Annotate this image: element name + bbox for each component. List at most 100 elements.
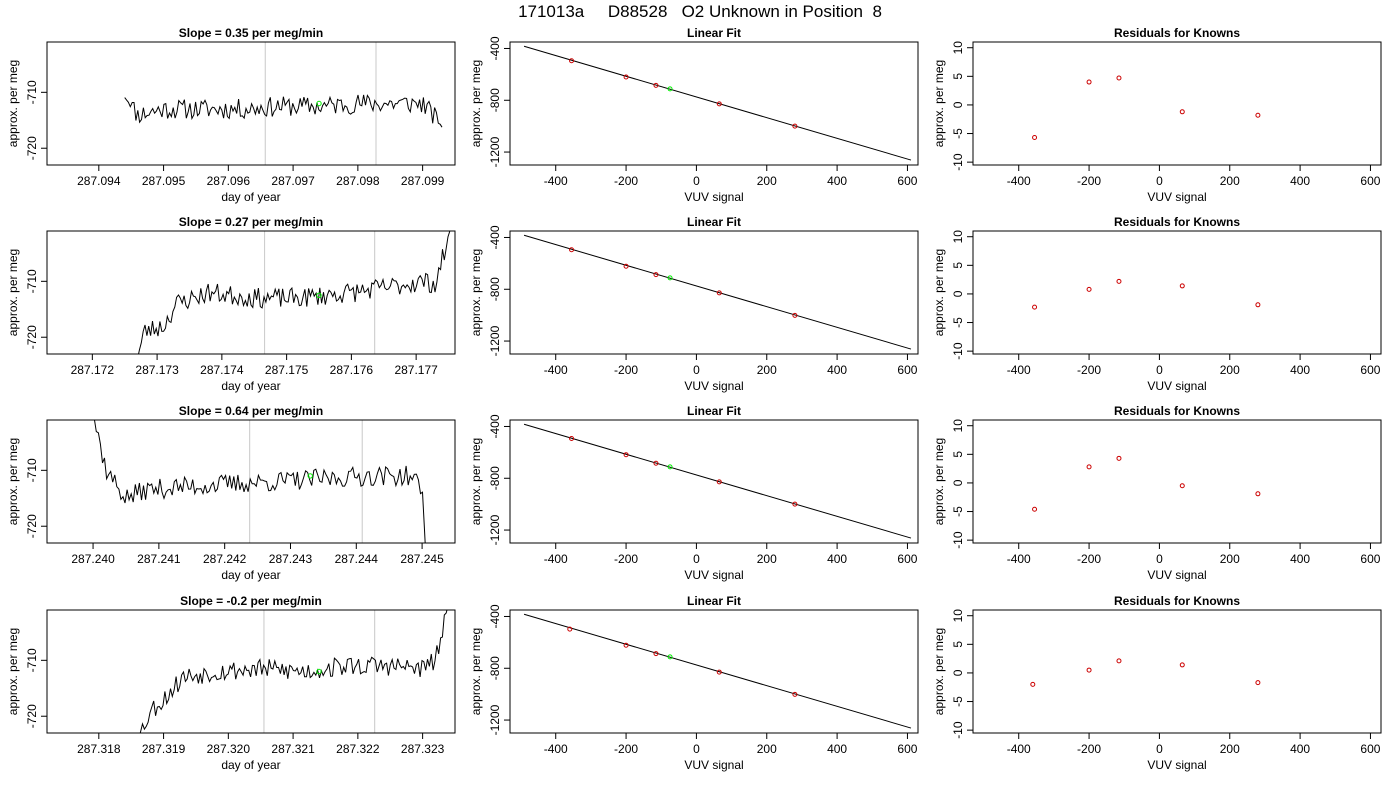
plot-area (1032, 278, 1261, 310)
x-tick-label: 287.097 (271, 174, 315, 188)
y-tick-label: 5 (951, 262, 965, 269)
y-axis-label: approx. per meg (6, 628, 20, 715)
panel-residuals-row-1: Residuals for Knowns -400 -200 0 200 400 600 -1… (932, 26, 1382, 204)
y-axis-label: approx. per meg (6, 438, 20, 525)
plot-area (1030, 658, 1261, 687)
x-tick-label: 287.173 (135, 363, 179, 377)
x-tick-label: 200 (757, 552, 777, 566)
x-axis-label: VUV signal (1147, 190, 1206, 204)
x-tick-label: 0 (1156, 174, 1163, 188)
x-tick-label: 400 (1290, 174, 1310, 188)
y-tick-label: -10 (951, 721, 965, 739)
x-tick-label: 200 (757, 174, 777, 188)
y-tick-label: 5 (951, 641, 965, 648)
x-tick-label: 287.241 (137, 552, 181, 566)
unknown-point (667, 275, 673, 281)
unknown-point (667, 86, 673, 92)
y-tick-label: -710 (25, 80, 39, 104)
x-tick-label: 287.240 (71, 552, 115, 566)
x-axis-label: VUV signal (684, 758, 743, 772)
x-tick-label: 400 (827, 363, 847, 377)
known-point (716, 669, 722, 675)
x-axis-label: VUV signal (684, 568, 743, 582)
panel-title: Residuals for Knowns (1114, 404, 1240, 418)
x-tick-label: -200 (1077, 742, 1101, 756)
panel-title: Residuals for Knowns (1114, 594, 1240, 608)
y-tick-label: 0 (951, 669, 965, 676)
x-tick-label: 287.245 (400, 552, 444, 566)
panel-title: Linear Fit (687, 215, 741, 229)
plot-frame (972, 419, 1382, 544)
plot-area (1032, 455, 1261, 512)
unknown-marker (316, 292, 322, 298)
trace-line (138, 231, 451, 354)
panel-residuals-row-4: Residuals for Knowns -400 -200 0 200 400 600 -1… (932, 594, 1382, 772)
panel-timeseries-row-3: Slope = 0.64 per meg/min 287.240 287.241 28… (6, 404, 456, 582)
panel-fit-row-2: Linear Fit -400 -200 0 200 400 600 -400 -800 -120… (469, 215, 919, 393)
known-point (716, 479, 722, 485)
panel-title: Linear Fit (687, 594, 741, 608)
x-tick-label: 600 (1360, 363, 1380, 377)
y-tick-label: -5 (951, 317, 965, 328)
plot-frame (46, 419, 456, 544)
unknown-point (667, 654, 673, 660)
y-tick-label: -1200 (488, 704, 502, 735)
trace-line (139, 610, 448, 733)
known-point (792, 123, 798, 129)
x-axis-label: day of year (221, 758, 280, 772)
x-tick-label: 0 (1156, 552, 1163, 566)
plot-area (1032, 75, 1261, 141)
x-axis-label: VUV signal (684, 190, 743, 204)
y-tick-label: 10 (951, 419, 965, 433)
x-tick-label: -400 (544, 742, 568, 756)
y-tick-label: 5 (951, 451, 965, 458)
x-axis-label: day of year (221, 190, 280, 204)
y-tick-label: -10 (951, 153, 965, 171)
x-tick-label: 200 (1220, 742, 1240, 756)
residual-point (1116, 75, 1122, 81)
x-tick-label: 287.242 (203, 552, 247, 566)
x-tick-label: 287.318 (77, 742, 121, 756)
page-title: 171013a D88528 O2 Unknown in Position 8 (518, 2, 882, 21)
residual-point (1116, 455, 1122, 461)
plot-area (124, 42, 443, 165)
y-tick-label: -5 (951, 506, 965, 517)
x-tick-label: -200 (1077, 174, 1101, 188)
y-tick-label: 10 (951, 230, 965, 244)
x-tick-label: 400 (1290, 363, 1310, 377)
x-tick-label: 200 (1220, 174, 1240, 188)
y-tick-label: 0 (951, 290, 965, 297)
residual-point (1179, 283, 1185, 289)
x-tick-label: 287.094 (77, 174, 121, 188)
x-tick-label: 400 (827, 174, 847, 188)
x-tick-label: -200 (614, 552, 638, 566)
trace-line (124, 94, 443, 128)
known-point (716, 101, 722, 107)
y-tick-label: 5 (951, 73, 965, 80)
x-tick-label: 287.319 (142, 742, 186, 756)
known-point (792, 691, 798, 697)
y-tick-label: -5 (951, 128, 965, 139)
residual-point (1032, 135, 1038, 141)
y-tick-label: -5 (951, 696, 965, 707)
residual-point (1086, 79, 1092, 85)
y-tick-label: -800 (488, 88, 502, 112)
x-tick-label: 200 (757, 363, 777, 377)
x-tick-label: -200 (614, 363, 638, 377)
plot-area (523, 613, 912, 729)
known-point (623, 642, 629, 648)
x-tick-label: 287.177 (394, 363, 438, 377)
x-tick-label: 200 (757, 742, 777, 756)
plot-frame (972, 609, 1382, 734)
plot-frame (509, 419, 919, 544)
panel-timeseries-row-2: Slope = 0.27 per meg/min 287.172 287.173 28… (6, 215, 456, 393)
residual-point (1179, 662, 1185, 668)
y-tick-label: -400 (488, 414, 502, 438)
y-axis-label: approx. per meg (932, 628, 946, 715)
known-point (792, 501, 798, 507)
x-tick-label: 600 (1360, 552, 1380, 566)
x-tick-label: -400 (1007, 174, 1031, 188)
residual-point (1116, 658, 1122, 664)
known-point (653, 460, 659, 466)
x-tick-label: -400 (1007, 552, 1031, 566)
